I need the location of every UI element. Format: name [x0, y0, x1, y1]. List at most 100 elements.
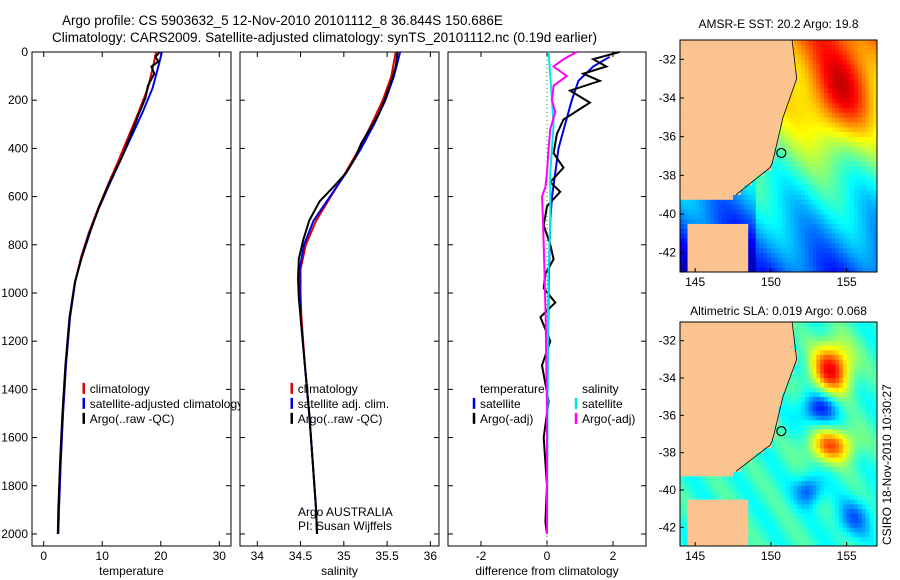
sla-map-cell — [839, 499, 844, 505]
sst-map-cell — [759, 54, 764, 60]
sst-map-cell — [717, 252, 722, 258]
sst-map-cell — [827, 165, 832, 171]
sst-map-cell — [706, 204, 711, 210]
sst-map-cell — [846, 252, 851, 258]
sla-map-cell — [683, 490, 688, 495]
sst-map-cell — [869, 199, 874, 205]
sst-map-cell — [873, 189, 877, 195]
sst-map-cell — [812, 204, 817, 210]
sst-map-cell — [710, 131, 715, 137]
sla-map-cell — [770, 406, 776, 411]
sla-map-cell — [687, 410, 692, 416]
sla-map-cell — [717, 364, 722, 369]
sla-map-cell — [733, 387, 738, 393]
sla-map-cell — [763, 532, 768, 537]
sst-map-cell — [827, 102, 832, 108]
sst-map-cell — [733, 102, 738, 108]
sla-map-cell — [835, 359, 840, 365]
sla-map-cell — [786, 378, 791, 383]
sla-map-cell — [759, 378, 764, 383]
sla-map-cell — [744, 504, 749, 509]
sst-map-cell — [823, 44, 829, 50]
sst-map-cell — [820, 98, 825, 104]
sst-map-cell — [816, 122, 821, 128]
sla-map-cell — [714, 326, 719, 332]
sla-map-cell — [733, 322, 738, 327]
sla-map-cell — [786, 326, 791, 332]
sst-map-cell — [873, 112, 877, 118]
sla-map-cell — [683, 326, 688, 332]
sst-map-cell — [858, 267, 863, 272]
sla-map-cell — [789, 350, 794, 355]
sla-map-cell — [725, 424, 730, 430]
sla-map-cell — [839, 490, 844, 495]
sst-map-cell — [861, 218, 866, 224]
sst-map-cell — [797, 233, 802, 239]
sla-map-cell — [763, 359, 768, 365]
sst-map-cell — [683, 233, 688, 239]
sst-map-cell — [827, 127, 832, 133]
sst-map-cell — [702, 151, 707, 157]
sst-map-cell — [763, 44, 768, 50]
sla-map-cell — [721, 536, 726, 542]
sst-map-cell — [842, 214, 847, 220]
sst-map-cell — [733, 243, 738, 249]
sst-map-cell — [823, 214, 829, 220]
sla-map-cell — [797, 331, 802, 337]
sst-map-cell — [691, 214, 696, 220]
sla-map-cell — [767, 452, 772, 458]
sla-map-cell — [786, 401, 791, 407]
sla-map-cell — [778, 513, 783, 519]
sla-map-cell — [782, 527, 787, 533]
sla-map-cell — [823, 424, 829, 430]
sst-map-cell — [839, 262, 844, 268]
sst-map-cell — [717, 170, 722, 176]
sla-map-cell — [789, 462, 794, 467]
sla-map-cell — [759, 476, 764, 481]
sla-map-cell — [831, 527, 836, 533]
sst-map-cell — [702, 93, 707, 99]
sla-map-cell — [695, 476, 700, 481]
sla-map-cell — [797, 410, 802, 416]
sla-map-cell — [710, 354, 715, 360]
sst-map-cell — [827, 228, 832, 234]
sla-map-cell — [778, 434, 783, 439]
sst-map-cell — [816, 160, 821, 166]
sla-map-cell — [729, 452, 734, 458]
sst-map-cell — [823, 238, 829, 244]
sst-map-cell — [759, 189, 764, 195]
sst-map-cell — [831, 233, 836, 239]
sla-map-cell — [831, 420, 836, 425]
sla-map-cell — [729, 438, 734, 444]
sla-map-cell — [733, 336, 738, 341]
sst-map-cell — [797, 156, 802, 162]
sla-map-cell — [744, 438, 749, 444]
sla-map-cell — [706, 499, 711, 505]
sla-map-cell — [763, 499, 768, 505]
sst-map-cell — [683, 78, 688, 84]
sla-map-cell — [820, 490, 825, 495]
sst-map-cell — [861, 262, 866, 268]
sst-map-cell — [702, 175, 707, 181]
sla-map-cell — [763, 476, 768, 481]
sst-map-cell — [850, 243, 855, 249]
sla-map-cell — [850, 382, 855, 388]
sst-map-cell — [680, 233, 685, 239]
sst-map-cell — [767, 146, 772, 152]
sla-map-cell — [808, 513, 813, 519]
sst-map-cell — [858, 83, 863, 89]
sst-map-cell — [854, 146, 859, 152]
sla-map-cell — [831, 359, 836, 365]
sla-map-cell — [748, 466, 753, 472]
sst-map-cell — [805, 44, 810, 50]
sst-map-cell — [839, 112, 844, 118]
sst-map-cell — [733, 98, 738, 104]
sst-map-cell — [865, 88, 870, 94]
sst-map-cell — [820, 214, 825, 220]
sst-map-cell — [755, 185, 760, 191]
sst-map-cell — [763, 247, 768, 253]
sst-map-cell — [789, 112, 794, 118]
sst-map-cell — [873, 233, 877, 239]
sla-map-cell — [721, 466, 726, 472]
sst-map-cell — [805, 83, 810, 89]
